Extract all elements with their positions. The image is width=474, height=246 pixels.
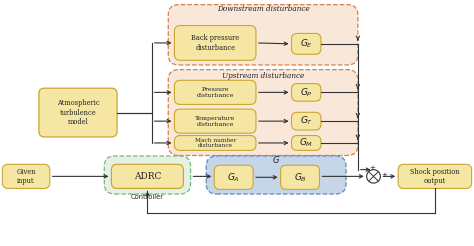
FancyBboxPatch shape	[2, 164, 50, 188]
FancyBboxPatch shape	[206, 156, 346, 194]
Text: Downstream disturbance: Downstream disturbance	[217, 5, 310, 13]
FancyBboxPatch shape	[174, 80, 256, 105]
FancyBboxPatch shape	[168, 70, 358, 155]
Text: Mach number
disturbance: Mach number disturbance	[194, 138, 236, 148]
Text: G: G	[273, 156, 280, 165]
Text: Back pressure
disturbance: Back pressure disturbance	[191, 34, 239, 51]
FancyBboxPatch shape	[292, 33, 321, 54]
Text: Pressure
disturbance: Pressure disturbance	[197, 87, 234, 98]
FancyBboxPatch shape	[292, 112, 321, 130]
Text: $G_T$: $G_T$	[300, 115, 313, 127]
FancyBboxPatch shape	[168, 5, 358, 65]
FancyBboxPatch shape	[174, 136, 256, 150]
FancyBboxPatch shape	[174, 26, 256, 60]
FancyBboxPatch shape	[111, 164, 183, 188]
FancyBboxPatch shape	[398, 164, 472, 188]
Text: +: +	[369, 165, 375, 170]
FancyBboxPatch shape	[292, 136, 321, 150]
Text: +: +	[381, 171, 387, 178]
FancyBboxPatch shape	[214, 165, 253, 189]
Text: $G_M$: $G_M$	[299, 137, 313, 149]
Text: Upstream disturbance: Upstream disturbance	[222, 72, 304, 80]
Circle shape	[367, 170, 380, 183]
Text: $G_A$: $G_A$	[227, 171, 240, 184]
Text: $G_B$: $G_B$	[293, 171, 307, 184]
Text: Temperature
disturbance: Temperature disturbance	[195, 116, 235, 126]
Text: Shock position
output: Shock position output	[410, 168, 460, 185]
Text: Controller: Controller	[131, 194, 164, 200]
Text: $G_P$: $G_P$	[300, 86, 313, 99]
Text: Given
input: Given input	[16, 168, 36, 185]
FancyBboxPatch shape	[104, 156, 191, 194]
FancyBboxPatch shape	[39, 88, 117, 137]
Text: ADRC: ADRC	[134, 172, 161, 181]
FancyBboxPatch shape	[292, 84, 321, 101]
FancyBboxPatch shape	[281, 165, 319, 189]
Text: Atmospheric
turbulence
model: Atmospheric turbulence model	[57, 99, 99, 126]
Text: $G_E$: $G_E$	[300, 38, 313, 50]
FancyBboxPatch shape	[174, 109, 256, 133]
